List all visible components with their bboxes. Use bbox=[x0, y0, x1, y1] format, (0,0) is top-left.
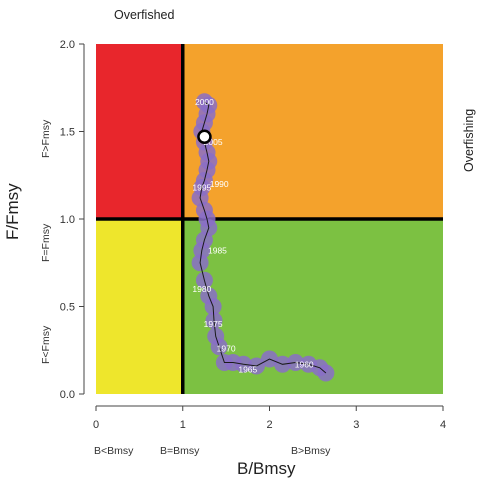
y-tick-label: 1.0 bbox=[60, 214, 75, 226]
zone-overfished-not-overfishing bbox=[96, 219, 183, 394]
chart-title: Overfished bbox=[114, 8, 175, 22]
x-tick-label: 4 bbox=[440, 419, 446, 431]
year-label: 2005 bbox=[204, 137, 223, 147]
y-tick-label: 0.0 bbox=[60, 389, 75, 401]
y-axis-label: F/Fmsy bbox=[3, 183, 22, 240]
zone-overfished-overfishing bbox=[96, 44, 183, 219]
y-subtitle-equal: F=Fmsy bbox=[40, 223, 52, 262]
x-tick-label: 0 bbox=[93, 419, 99, 431]
year-label: 1970 bbox=[217, 344, 236, 354]
right-side-label: Overfishing bbox=[462, 108, 476, 172]
trajectory-line bbox=[199, 101, 327, 374]
year-label: 1990 bbox=[210, 179, 229, 189]
y-subtitle-below: F<Fmsy bbox=[40, 325, 52, 364]
year-label: 1985 bbox=[208, 246, 227, 256]
x-tick-label: 1 bbox=[180, 419, 186, 431]
x-axis-label: B/Bmsy bbox=[237, 459, 296, 478]
x-tick-label: 3 bbox=[353, 419, 359, 431]
y-tick-label: 0.5 bbox=[60, 302, 75, 314]
year-label: 1965 bbox=[238, 365, 257, 375]
y-tick-label: 1.5 bbox=[60, 127, 75, 139]
current-point-marker bbox=[197, 129, 212, 144]
x-tick-label: 2 bbox=[266, 419, 272, 431]
zone-not-overfished-overfishing bbox=[182, 44, 443, 219]
x-subtitle-equal: B=Bmsy bbox=[160, 445, 200, 457]
year-label: 2000 bbox=[195, 97, 214, 107]
year-label: 1995 bbox=[192, 183, 211, 193]
year-label: 1980 bbox=[192, 284, 211, 294]
year-label: 1975 bbox=[204, 319, 223, 329]
year-label: 1960 bbox=[295, 359, 314, 369]
y-subtitle-above: F>Fmsy bbox=[40, 119, 52, 158]
x-subtitle-above: B>Bmsy bbox=[291, 445, 331, 457]
x-subtitle-below: B<Bmsy bbox=[94, 445, 134, 457]
y-tick-label: 2.0 bbox=[60, 39, 75, 51]
